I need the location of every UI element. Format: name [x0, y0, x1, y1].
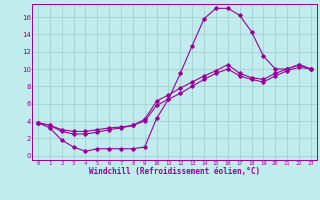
X-axis label: Windchill (Refroidissement éolien,°C): Windchill (Refroidissement éolien,°C): [89, 167, 260, 176]
